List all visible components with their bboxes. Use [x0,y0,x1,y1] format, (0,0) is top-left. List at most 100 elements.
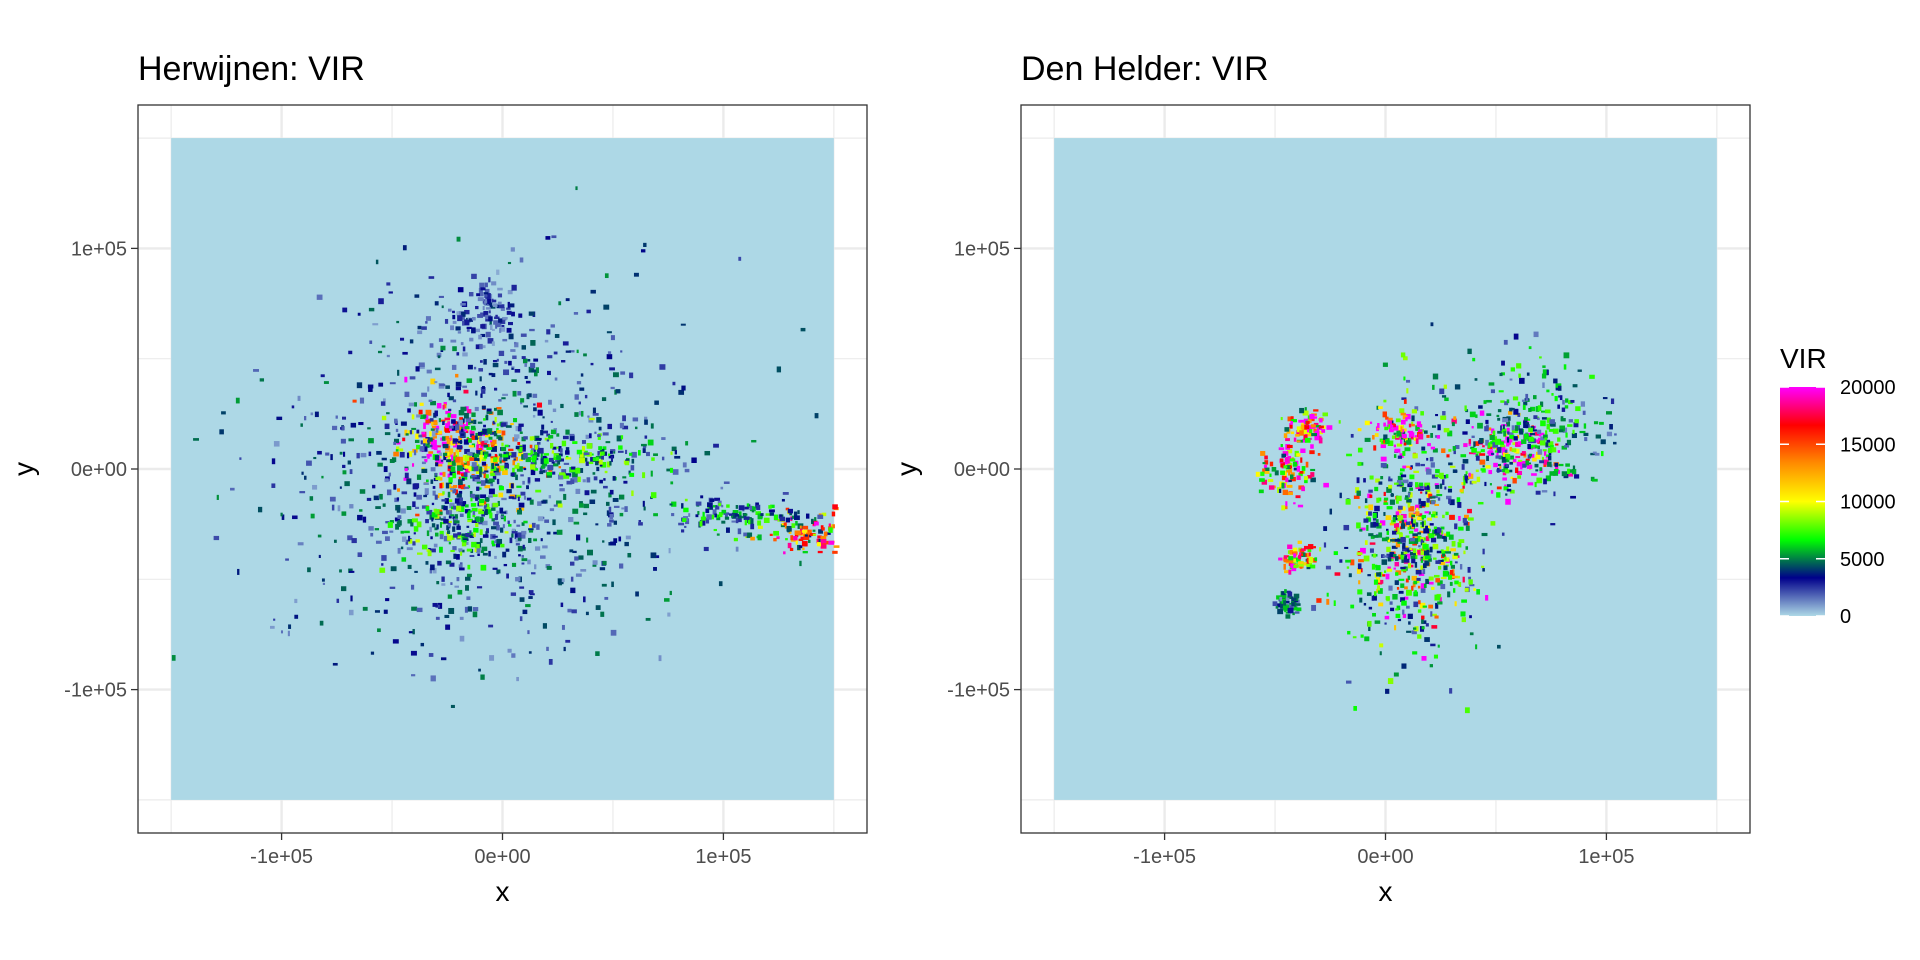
heatmap-cell [533,449,536,454]
heatmap-cell [799,528,803,535]
heatmap-cell [496,407,502,410]
heatmap-cell [368,438,374,444]
heatmap-cell [1284,462,1288,465]
heatmap-cell [624,460,630,466]
heatmap-cell [1414,590,1417,595]
heatmap-cell [438,452,442,457]
heatmap-cell [480,674,485,680]
heatmap-cell [445,560,452,565]
heatmap-cell [1422,544,1429,550]
heatmap-cell [716,514,719,519]
heatmap-cell [1287,456,1292,461]
heatmap-cell [472,476,475,482]
heatmap-cell [478,466,483,472]
heatmap-cell [536,441,541,445]
heatmap-cell [492,362,499,368]
heatmap-cell [487,503,490,508]
heatmap-cell [1414,538,1419,544]
heatmap-cell [1300,553,1304,556]
heatmap-cell [533,407,537,412]
heatmap-cell [743,516,750,521]
heatmap-cell [611,581,614,588]
heatmap-cell [1533,331,1539,338]
heatmap-cell [456,554,460,560]
heatmap-cell [1435,413,1439,417]
heatmap-cell [562,341,569,346]
heatmap-cell [1433,654,1439,659]
heatmap-cell [1329,508,1333,515]
heatmap-cell [519,616,523,622]
heatmap-cell [492,439,497,445]
heatmap-cell [464,319,470,326]
heatmap-cell [369,340,373,344]
heatmap-cell [485,307,491,310]
heatmap-cell [1431,613,1437,617]
heatmap-cell [1281,482,1285,489]
heatmap-cell [504,444,509,448]
heatmap-cell [332,662,338,666]
heatmap-cell [816,542,822,547]
heatmap-cell [578,457,585,464]
heatmap-cell [1600,439,1606,445]
heatmap-cell [1427,517,1432,521]
heatmap-cell [1465,471,1468,475]
heatmap-cell [1464,405,1467,411]
heatmap-cell [602,540,605,543]
heatmap-cell [533,538,538,542]
heatmap-cell [651,457,655,461]
heatmap-cell [492,475,497,480]
heatmap-cell [498,350,505,357]
heatmap-cell [1323,482,1329,488]
heatmap-cell [805,513,810,519]
heatmap-cell [619,512,624,517]
heatmap-cell [474,474,481,480]
heatmap-cell [1369,542,1376,545]
heatmap-cell [1369,494,1373,498]
heatmap-cell [1561,407,1566,412]
heatmap-cell [1356,490,1361,496]
heatmap-cell [582,479,586,483]
heatmap-cell [505,468,508,471]
heatmap-cell [609,461,612,466]
heatmap-cell [522,544,525,549]
heatmap-cell [1290,563,1295,569]
heatmap-cell [793,511,798,518]
heatmap-cell [643,506,646,511]
heatmap-cell [1402,428,1407,432]
heatmap-cell [1509,378,1513,381]
heatmap-cell [449,453,453,457]
heatmap-cell [606,461,611,468]
heatmap-cell [1495,455,1501,459]
heatmap-cell [389,530,394,533]
heatmap-cell [560,403,564,409]
heatmap-cell [1405,553,1411,557]
heatmap-cell [469,337,474,342]
heatmap-cell [270,625,275,629]
heatmap-cell [600,455,604,460]
heatmap-cell [1528,453,1533,457]
heatmap-cell [604,596,609,600]
heatmap-cell [482,552,488,556]
heatmap-cell [517,496,520,502]
heatmap-cell [592,560,598,565]
heatmap-cell [545,236,551,240]
heatmap-cell [557,578,564,585]
heatmap-cell [1504,401,1509,406]
heatmap-cell [527,393,532,398]
heatmap-cell [1402,356,1408,361]
heatmap-cell [1558,463,1564,467]
heatmap-cell [536,402,543,408]
heatmap-cell [1271,467,1277,472]
heatmap-cell [372,323,379,326]
heatmap-cell [1525,460,1530,466]
heatmap-cell [614,389,617,395]
heatmap-cell [445,624,451,630]
heatmap-cell [455,427,462,433]
heatmap-cell [499,457,503,461]
heatmap-cell [1461,464,1465,470]
heatmap-cell [521,522,525,526]
heatmap-cell [1516,363,1522,369]
heatmap-cell [768,505,772,509]
heatmap-cell [1454,523,1458,530]
heatmap-cell [304,416,307,421]
